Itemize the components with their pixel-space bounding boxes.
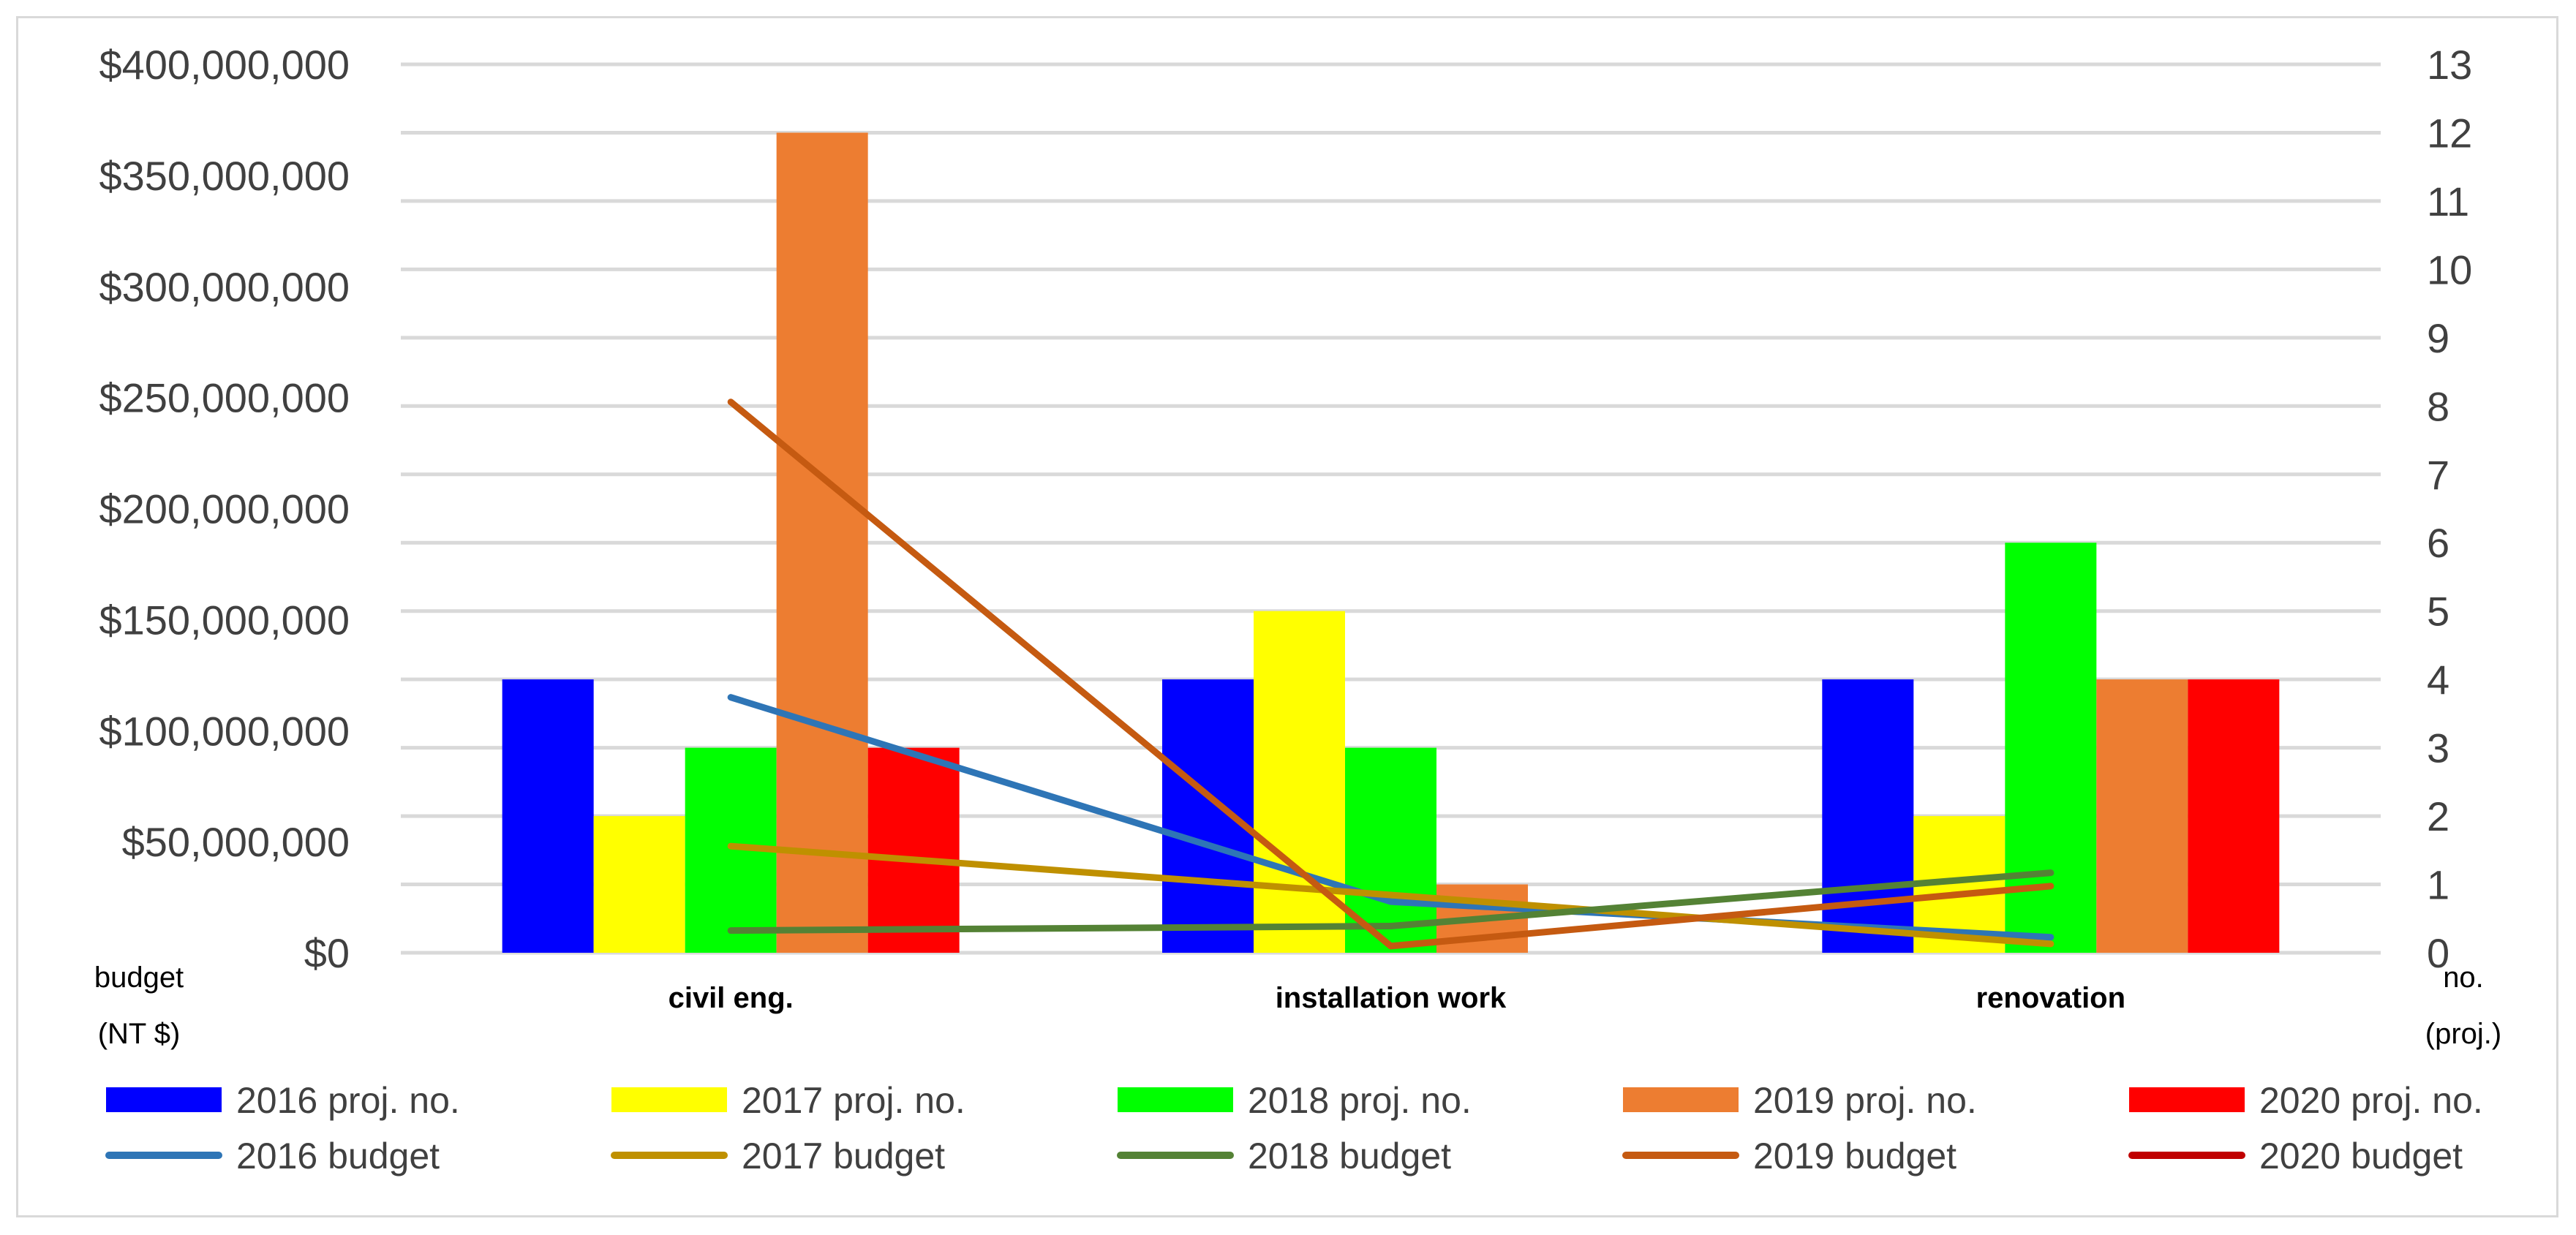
legend-label: 2019 proj. no.: [1753, 1080, 1977, 1121]
left-axis-tick-label: $200,000,000: [99, 486, 350, 532]
budget-line: [727, 399, 2055, 950]
bar: [1254, 611, 1345, 953]
bar: [593, 816, 685, 953]
right-axis-tick-label: 9: [2427, 315, 2449, 361]
right-axis-tick-label: 4: [2427, 657, 2449, 703]
bar: [1162, 679, 1254, 953]
right-axis-tick-label: 8: [2427, 383, 2449, 429]
legend-label: 2020 budget: [2259, 1136, 2463, 1177]
legend-swatch: [611, 1087, 727, 1112]
bar: [502, 679, 594, 953]
left-axis-tick-label: $0: [304, 930, 350, 976]
legend-swatch: [1118, 1087, 1233, 1112]
category-label: civil eng.: [669, 982, 794, 1014]
category-label: renovation: [1976, 982, 2125, 1014]
left-axis-tick-label: $150,000,000: [99, 597, 350, 643]
right-axis-tick-label: 12: [2427, 110, 2472, 156]
left-axis-title-line1: budget: [94, 962, 184, 994]
bar: [867, 747, 960, 953]
right-axis-tick-label: 1: [2427, 862, 2449, 908]
legend-swatch: [1623, 1087, 1739, 1112]
left-axis-tick-label: $400,000,000: [99, 42, 350, 88]
left-axis-title-line2: (NT $): [98, 1018, 181, 1050]
bar-series: [502, 132, 2280, 953]
category-label: installation work: [1276, 982, 1507, 1014]
left-axis-tick-label: $50,000,000: [122, 819, 350, 865]
legend-label: 2016 budget: [236, 1136, 440, 1177]
bar: [2096, 679, 2188, 953]
budget-line: [727, 842, 2055, 948]
budget-line: [727, 869, 2055, 934]
right-axis-tick-label: 2: [2427, 793, 2449, 839]
right-axis-title-line2: (proj.): [2425, 1018, 2501, 1050]
left-axis-ticks: $0 $50,000,000 $100,000,000 $150,000,000 $20…: [99, 42, 350, 976]
legend-label: 2016 proj. no.: [236, 1080, 460, 1121]
left-axis-tick-label: $100,000,000: [99, 708, 350, 754]
bar: [1822, 679, 1914, 953]
right-axis-tick-label: 10: [2427, 246, 2472, 292]
legend-swatch: [106, 1087, 222, 1112]
right-axis-tick-label: 3: [2427, 725, 2449, 771]
legend-swatch: [2129, 1087, 2245, 1112]
legend: 2016 proj. no. 2017 proj. no. 2018 proj. n…: [105, 1080, 2483, 1177]
left-axis-tick-label: $250,000,000: [99, 375, 350, 421]
left-axis-tick-label: $350,000,000: [99, 153, 350, 199]
legend-label: 2017 proj. no.: [742, 1080, 965, 1121]
legend-label: 2017 budget: [742, 1136, 945, 1177]
bar: [2188, 679, 2280, 953]
right-axis-tick-label: 11: [2427, 178, 2469, 224]
legend-label: 2020 proj. no.: [2259, 1080, 2483, 1121]
legend-label: 2019 budget: [1753, 1136, 1957, 1177]
left-axis-tick-label: $300,000,000: [99, 264, 350, 310]
category-labels: civil eng. installation work renovation: [669, 982, 2125, 1014]
right-axis-tick-label: 5: [2427, 589, 2449, 635]
right-axis-tick-label: 0: [2427, 930, 2449, 976]
legend-label: 2018 proj. no.: [1248, 1080, 1472, 1121]
right-axis-tick-label: 13: [2427, 42, 2472, 88]
right-axis-tick-label: 7: [2427, 452, 2449, 498]
right-axis-title-line1: no.: [2443, 962, 2484, 994]
bar: [776, 132, 868, 953]
line-series: [727, 399, 2055, 950]
right-axis-tick-label: 6: [2427, 520, 2449, 566]
legend-label: 2018 budget: [1248, 1136, 1451, 1177]
